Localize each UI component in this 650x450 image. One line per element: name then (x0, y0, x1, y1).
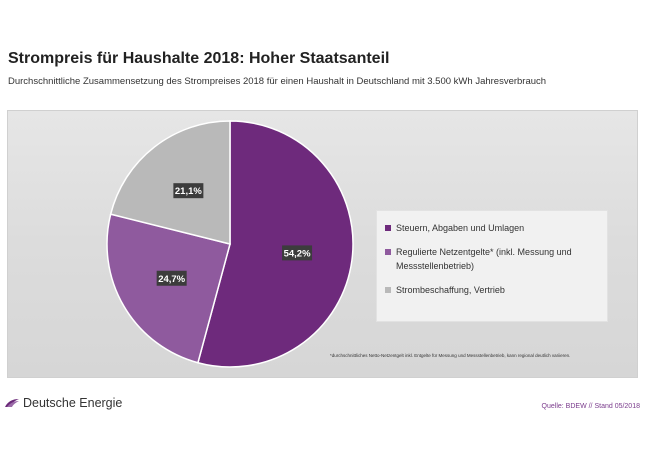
data-label-text: 54,2% (284, 248, 311, 259)
logo-text: Deutsche Energie (23, 396, 123, 410)
data-label-network-fees: 24,7% (156, 270, 187, 286)
data-label-box (173, 183, 204, 199)
logo-swoosh-icon (5, 399, 19, 407)
legend-swatch-procurement (385, 287, 391, 293)
data-label-box (282, 245, 313, 261)
footnote: *durchschnittliches Netto-Netzentgelt in… (330, 353, 571, 358)
chart-legend: Steuern, Abgaben und Umlagen Regulierte … (376, 210, 608, 322)
data-label-taxes: 54,2% (282, 245, 313, 261)
legend-label-network-fees: Regulierte Netzentgelte* (inkl. Messung … (396, 247, 572, 271)
legend-label-taxes: Steuern, Abgaben und Umlagen (396, 223, 525, 233)
data-label-text: 21,1% (175, 186, 202, 197)
pie-slice-network-fees (106, 213, 231, 364)
data-label-box (156, 270, 187, 286)
legend-item-procurement: Strombeschaffung, Vertrieb (385, 283, 599, 297)
legend-item-taxes: Steuern, Abgaben und Umlagen (385, 221, 599, 235)
legend-swatch-network-fees (385, 249, 391, 255)
logo: Deutsche Energie (4, 396, 122, 410)
source-note: Quelle: BDEW // Stand 05/2018 (541, 403, 640, 410)
pie-slice-taxes (196, 120, 354, 368)
data-label-text: 24,7% (158, 274, 185, 285)
pie-chart: 54,2% 24,7% 21,1% (106, 120, 354, 368)
legend-item-network-fees: Regulierte Netzentgelte* (inkl. Messung … (385, 245, 599, 273)
legend-label-procurement: Strombeschaffung, Vertrieb (396, 285, 505, 295)
chart-title: Strompreis für Haushalte 2018: Hoher Sta… (8, 50, 390, 67)
data-label-procurement: 21,1% (173, 183, 204, 199)
legend-swatch-taxes (385, 225, 391, 231)
chart-subtitle: Durchschnittliche Zusammensetzung des St… (8, 76, 547, 87)
pie-slice-procurement (109, 120, 231, 245)
